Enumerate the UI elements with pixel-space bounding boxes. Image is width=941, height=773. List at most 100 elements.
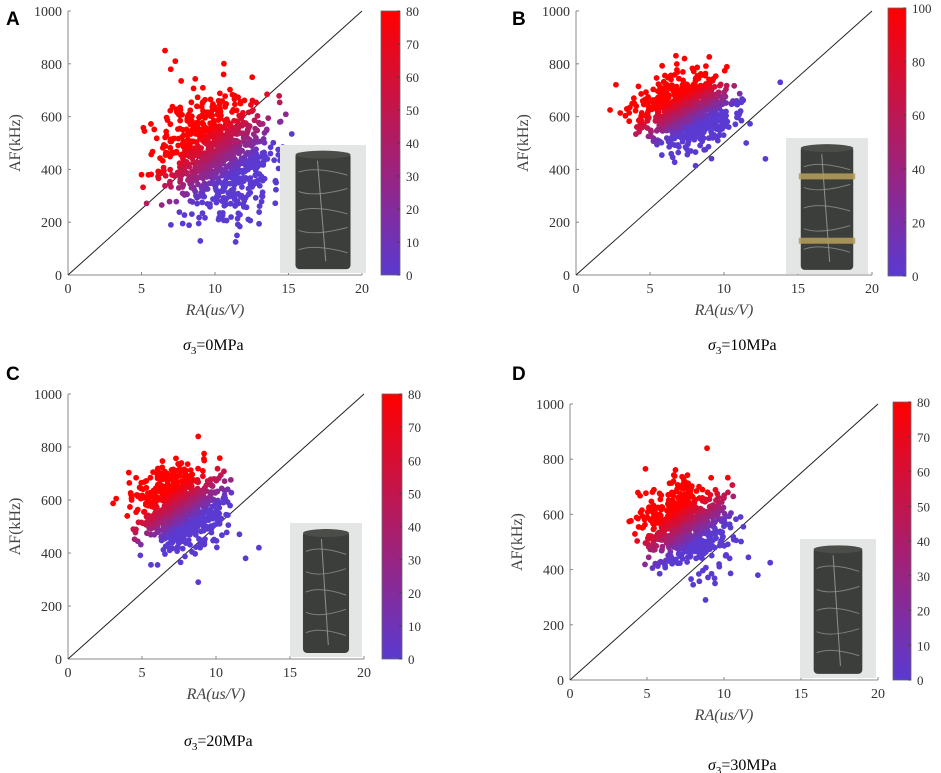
data-point [638,117,645,124]
data-point [177,176,184,183]
data-point [219,212,226,219]
data-point [666,558,673,564]
data-point [722,514,728,521]
data-point [221,60,227,67]
data-point [711,575,718,582]
data-point [158,533,165,539]
data-point [240,174,247,181]
data-point [710,510,717,517]
data-point [634,489,641,496]
data-point [234,232,240,239]
data-point [640,101,647,108]
data-point [234,221,241,228]
data-point [190,526,197,533]
rock-cylinder-top [800,144,854,153]
data-point [197,238,204,244]
y-tick-label: 800 [549,58,570,73]
data-point [232,179,239,186]
data-point [182,506,189,512]
colorbar-tick-label: 30 [408,553,421,568]
fracture-line [816,607,860,615]
data-point [165,493,171,500]
data-point [138,519,145,526]
x-tick-label: 10 [717,687,731,702]
data-point [173,198,180,205]
data-point [723,100,730,106]
data-point [110,500,117,507]
data-point [273,186,279,193]
data-point [722,552,729,559]
data-point [176,160,183,167]
data-point [647,127,654,134]
data-point [256,209,263,215]
data-point [672,467,679,473]
colorbar-tick-label: 20 [912,215,925,230]
data-point [747,120,753,127]
data-point [227,200,234,207]
panel-b: B0 5 10 15 2002004006008001000RA(us/V)AF(kHz… [512,1,932,357]
data-point [623,106,630,112]
data-point [134,506,141,513]
x-tick-label: 20 [357,666,371,681]
data-point [223,511,229,518]
data-point [256,182,263,189]
data-point [708,129,714,135]
data-point [692,162,699,169]
data-point [189,516,196,523]
data-point [250,163,256,170]
data-point [207,151,214,158]
data-point [153,135,160,142]
panel-caption: σ3=0MPa [183,337,244,357]
panel-caption: σ3=20MPa [184,733,253,753]
data-point [241,136,248,142]
data-point [197,544,204,551]
panel-letter: C [6,364,20,385]
data-point [686,133,692,140]
data-point [209,133,215,140]
data-point [225,154,232,160]
data-point [183,158,190,165]
data-point [154,561,161,568]
data-point [716,82,723,89]
data-point [630,95,637,102]
data-point [202,136,209,142]
data-point [222,93,229,100]
data-point [265,115,272,121]
data-point [213,544,220,551]
data-point [195,520,201,526]
data-point [199,199,206,206]
panel-caption: σ3=30MPa [708,757,777,773]
data-point [165,534,172,541]
data-point [669,154,676,161]
data-point [664,500,671,507]
data-point [213,129,220,136]
data-point [221,478,228,485]
data-point [211,104,218,110]
data-point [669,129,676,136]
data-point [730,536,737,543]
data-point [669,497,676,504]
data-point [239,159,245,166]
x-tick-label: 0 [65,282,72,297]
data-point [259,189,266,196]
colorbar-tick-label: 80 [408,387,421,402]
data-point [656,518,663,524]
data-point [188,173,194,180]
colorbar-tick-label: 80 [406,4,419,19]
data-point [687,512,694,519]
data-point [682,527,689,534]
data-point [220,217,227,224]
data-point [731,82,738,89]
y-tick-label: 600 [41,494,62,509]
data-point [201,539,208,546]
data-point [197,193,204,199]
fracture-line [832,555,841,666]
fracture-line [803,163,851,171]
data-point [183,479,190,485]
data-point [248,108,255,115]
y-tick-label: 200 [41,600,62,615]
y-tick-label: 800 [41,58,62,73]
data-point [205,517,212,524]
data-point [217,472,224,479]
data-point [675,550,682,557]
